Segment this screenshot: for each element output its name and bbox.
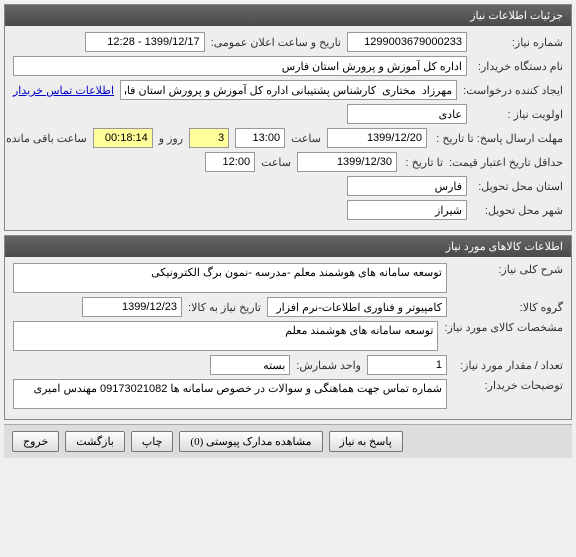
- min-credit-time-label: ساعت: [261, 156, 291, 169]
- city-field[interactable]: [347, 200, 467, 220]
- qty-field[interactable]: [367, 355, 447, 375]
- need-details-panel: جزئیات اطلاعات نیاز شماره نیاز: تاریخ و …: [4, 4, 572, 231]
- remaining-days-field: [189, 128, 229, 148]
- unit-field[interactable]: [210, 355, 290, 375]
- need-number-field[interactable]: [347, 32, 467, 52]
- desc-field[interactable]: [13, 263, 447, 293]
- announce-label: تاریخ و ساعت اعلان عمومی:: [211, 36, 341, 49]
- reply-button[interactable]: پاسخ به نیاز: [329, 431, 403, 452]
- need-number-label: شماره نیاز:: [473, 36, 563, 49]
- priority-label: اولویت نیاز :: [473, 108, 563, 121]
- unit-label: واحد شمارش:: [296, 359, 361, 372]
- notes-field[interactable]: [13, 379, 447, 409]
- min-credit-label: حداقل تاریخ اعتبار قیمت:: [449, 156, 563, 169]
- spec-label: مشخصات کالای مورد نیاز:: [444, 321, 563, 334]
- deadline-label: مهلت ارسال پاسخ: تا تاریخ :: [433, 132, 563, 145]
- city-label: شهر محل تحویل:: [473, 204, 563, 217]
- remaining-time-field: [93, 128, 153, 148]
- announce-field[interactable]: [85, 32, 205, 52]
- panel1-header: جزئیات اطلاعات نیاز: [5, 5, 571, 26]
- attachments-button[interactable]: مشاهده مدارک پیوستی (0): [179, 431, 322, 452]
- panel2-header: اطلاعات کالاهای مورد نیاز: [5, 236, 571, 257]
- contact-link[interactable]: اطلاعات تماس خریدار: [13, 84, 114, 97]
- footer-buttons: پاسخ به نیاز مشاهده مدارک پیوستی (0) چاپ…: [4, 424, 572, 458]
- need-date-field[interactable]: [82, 297, 182, 317]
- need-date-label: تاریخ نیاز به کالا:: [188, 301, 261, 314]
- buyer-org-label: نام دستگاه خریدار:: [473, 60, 563, 73]
- min-credit-date-field[interactable]: [297, 152, 397, 172]
- group-field[interactable]: [267, 297, 447, 317]
- spec-field[interactable]: [13, 321, 438, 351]
- goods-info-panel: اطلاعات کالاهای مورد نیاز شرح کلی نیاز: …: [4, 235, 572, 420]
- remaining-days-label: روز و: [159, 132, 183, 145]
- min-credit-to-label: تا تاریخ :: [403, 156, 443, 169]
- buyer-org-field[interactable]: [13, 56, 467, 76]
- requester-label: ایجاد کننده درخواست:: [463, 84, 563, 97]
- notes-label: توضیحات خریدار:: [453, 379, 563, 392]
- deadline-time-label: ساعت: [291, 132, 321, 145]
- qty-label: تعداد / مقدار مورد نیاز:: [453, 359, 563, 372]
- province-label: استان محل تحویل:: [473, 180, 563, 193]
- province-field[interactable]: [347, 176, 467, 196]
- deadline-time-field[interactable]: [235, 128, 285, 148]
- min-credit-time-field[interactable]: [205, 152, 255, 172]
- deadline-date-field[interactable]: [327, 128, 427, 148]
- print-button[interactable]: چاپ: [131, 431, 174, 452]
- desc-label: شرح کلی نیاز:: [453, 263, 563, 276]
- back-button[interactable]: بازگشت: [65, 431, 125, 452]
- panel1-body: شماره نیاز: تاریخ و ساعت اعلان عمومی: نا…: [5, 26, 571, 230]
- panel2-body: شرح کلی نیاز: گروه کالا: تاریخ نیاز به ک…: [5, 257, 571, 419]
- priority-field[interactable]: [347, 104, 467, 124]
- requester-field[interactable]: [120, 80, 457, 100]
- remaining-label: ساعت باقی مانده: [6, 132, 87, 145]
- exit-button[interactable]: خروج: [12, 431, 59, 452]
- group-label: گروه کالا:: [453, 301, 563, 314]
